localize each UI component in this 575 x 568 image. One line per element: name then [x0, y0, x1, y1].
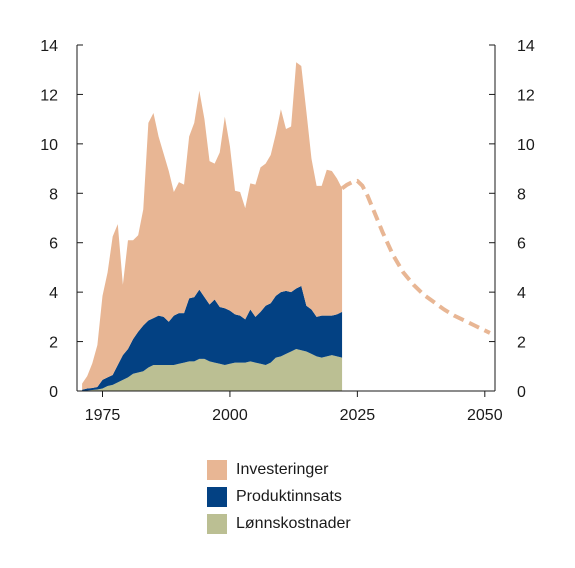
- x-ticks: 1975 2000 2025 2050: [85, 391, 503, 424]
- legend-label-produktinnsats: Produktinnsats: [236, 487, 342, 505]
- x-tick-label: 2025: [340, 407, 376, 424]
- y-tick-label-right: 14: [517, 38, 535, 55]
- y-tick-label-right: 12: [517, 87, 535, 104]
- y-tick-label-left: 8: [49, 186, 58, 203]
- legend-swatch-produktinnsats: [207, 486, 227, 507]
- y-tick-label-right: 0: [517, 384, 526, 401]
- legend-item-produktinnsats: Produktinnsats: [207, 483, 351, 510]
- legend-swatch-lonnskostnader: [207, 513, 227, 534]
- y-tick-label-left: 10: [40, 137, 58, 154]
- x-tick-label: 2000: [212, 407, 248, 424]
- legend-item-lonnskostnader: Lønnskostnader: [207, 510, 351, 537]
- y-tick-label-right: 6: [517, 236, 526, 253]
- area-produktinnsats: [82, 285, 343, 391]
- projection-line: [340, 178, 491, 335]
- y-tick-label-right: 4: [517, 285, 526, 302]
- y-tick-label-right: 8: [517, 186, 526, 203]
- y-tick-label-right: 10: [517, 137, 535, 154]
- x-tick-label: 1975: [85, 407, 121, 424]
- y-ticks-left: 0 2 4 6 8 10 12 14: [40, 38, 83, 401]
- projection-layer: [340, 178, 491, 335]
- area-investeringer: [82, 62, 343, 390]
- stacked-areas: [82, 62, 343, 391]
- y-tick-label-left: 4: [49, 285, 58, 302]
- legend-label-investeringer: Investeringer: [236, 460, 329, 478]
- legend-item-investeringer: Investeringer: [207, 456, 351, 483]
- y-tick-label-left: 2: [49, 335, 58, 352]
- y-tick-label-left: 0: [49, 384, 58, 401]
- y-tick-label-left: 14: [40, 38, 58, 55]
- x-tick-label: 2050: [467, 407, 503, 424]
- legend-label-lonnskostnader: Lønnskostnader: [236, 514, 351, 532]
- legend: Investeringer Produktinnsats Lønnskostna…: [207, 456, 351, 537]
- legend-swatch-investeringer: [207, 459, 227, 480]
- y-tick-label-left: 6: [49, 236, 58, 253]
- y-tick-label-right: 2: [517, 335, 526, 352]
- area-lonnskostnader: [82, 348, 343, 391]
- axes: [76, 45, 496, 392]
- y-tick-label-left: 12: [40, 87, 58, 104]
- y-ticks-right: 0 2 4 6 8 10 12 14: [489, 38, 535, 401]
